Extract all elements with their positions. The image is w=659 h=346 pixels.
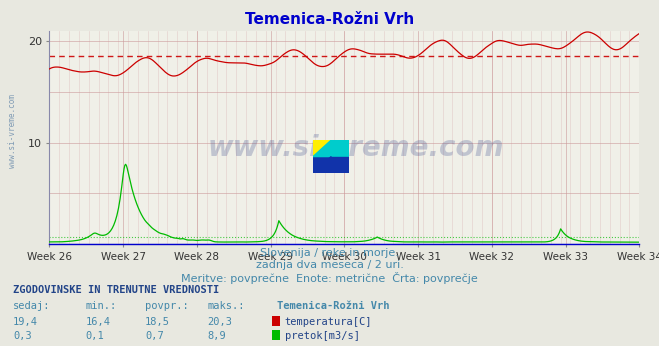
Text: 19,4: 19,4 bbox=[13, 317, 38, 327]
Polygon shape bbox=[313, 140, 331, 156]
Text: Temenica-Rožni Vrh: Temenica-Rožni Vrh bbox=[245, 12, 414, 27]
Text: 20,3: 20,3 bbox=[208, 317, 233, 327]
Text: sedaj:: sedaj: bbox=[13, 301, 51, 311]
Polygon shape bbox=[313, 156, 331, 173]
Polygon shape bbox=[331, 140, 349, 156]
Text: 8,9: 8,9 bbox=[208, 331, 226, 342]
Polygon shape bbox=[331, 156, 349, 173]
Polygon shape bbox=[313, 156, 331, 173]
Text: 0,3: 0,3 bbox=[13, 331, 32, 342]
Text: www.si-vreme.com: www.si-vreme.com bbox=[208, 134, 504, 162]
Text: zadnja dva meseca / 2 uri.: zadnja dva meseca / 2 uri. bbox=[256, 260, 403, 270]
Text: povpr.:: povpr.: bbox=[145, 301, 188, 311]
Text: maks.:: maks.: bbox=[208, 301, 245, 311]
Text: ZGODOVINSKE IN TRENUTNE VREDNOSTI: ZGODOVINSKE IN TRENUTNE VREDNOSTI bbox=[13, 285, 219, 295]
Text: 16,4: 16,4 bbox=[86, 317, 111, 327]
Text: 18,5: 18,5 bbox=[145, 317, 170, 327]
Text: Slovenija / reke in morje.: Slovenija / reke in morje. bbox=[260, 248, 399, 258]
Text: 0,7: 0,7 bbox=[145, 331, 163, 342]
Text: temperatura[C]: temperatura[C] bbox=[285, 317, 372, 327]
Text: www.si-vreme.com: www.si-vreme.com bbox=[8, 94, 17, 169]
Text: Temenica-Rožni Vrh: Temenica-Rožni Vrh bbox=[277, 301, 389, 311]
Text: min.:: min.: bbox=[86, 301, 117, 311]
Text: Meritve: povprečne  Enote: metrične  Črta: povprečje: Meritve: povprečne Enote: metrične Črta:… bbox=[181, 272, 478, 284]
Text: pretok[m3/s]: pretok[m3/s] bbox=[285, 331, 360, 342]
Text: 0,1: 0,1 bbox=[86, 331, 104, 342]
Polygon shape bbox=[313, 140, 331, 156]
